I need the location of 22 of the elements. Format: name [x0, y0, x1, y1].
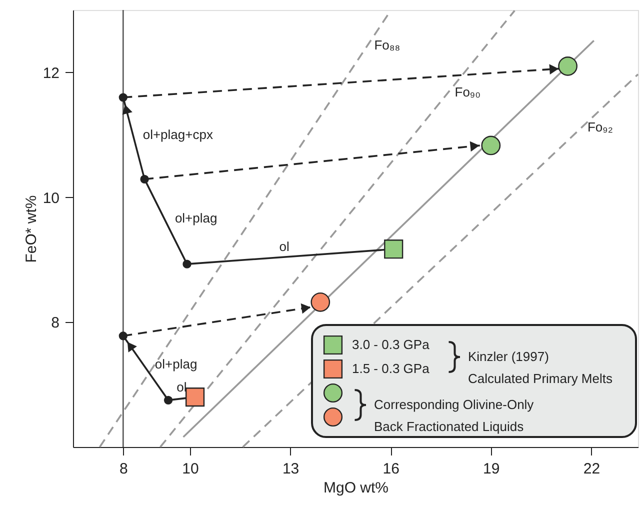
y-axis-title: FeO* wt% — [22, 195, 40, 263]
legend-label: 1.5 - 0.3 GPa — [352, 361, 430, 376]
y-tick-label: 8 — [51, 314, 60, 332]
x-tick-label: 22 — [583, 460, 600, 478]
annotation: Kinzler (1997) Calculated Primary Melts — [468, 349, 613, 386]
annotation: Fo₉₀ — [454, 84, 480, 100]
annotation: ol+plag+cpx — [142, 126, 214, 142]
x-tick-label: 10 — [182, 460, 199, 478]
annotation: Fo₉₂ — [587, 119, 613, 134]
annotation: ol+plag — [174, 210, 218, 226]
legend-label: 3.0 - 0.3 GPa — [352, 337, 430, 352]
annotation: Fo₈₈ — [374, 38, 400, 53]
y-tick-label: 10 — [42, 190, 60, 207]
annotation: Corresponding Olivine-Only Back Fractionated Liquids — [374, 397, 534, 434]
x-tick-label: 13 — [282, 460, 300, 478]
annotation: ol+plag — [154, 356, 198, 372]
x-tick-label: 19 — [483, 460, 500, 478]
x-axis-title: MgO wt% — [323, 480, 389, 496]
annotation: ol — [279, 238, 290, 254]
x-tick-label: 16 — [382, 460, 400, 478]
y-tick-label: 12 — [42, 64, 60, 82]
x-tick-label: 8 — [119, 460, 128, 478]
